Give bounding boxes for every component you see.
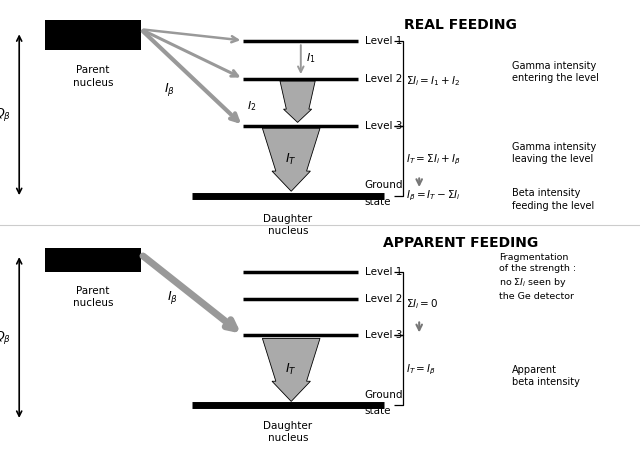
Text: Ground: Ground — [365, 180, 403, 190]
Text: $\Sigma I_i = 0$: $\Sigma I_i = 0$ — [406, 297, 439, 310]
Text: Daughter
nucleus: Daughter nucleus — [264, 214, 312, 236]
Text: Parent
nucleus: Parent nucleus — [72, 65, 113, 88]
Text: Level 2: Level 2 — [365, 74, 402, 84]
Polygon shape — [280, 81, 316, 122]
Text: Beta intensity
feeding the level: Beta intensity feeding the level — [512, 188, 595, 211]
Text: $I_T = \Sigma I_i + I_\beta$: $I_T = \Sigma I_i + I_\beta$ — [406, 153, 461, 167]
Text: $I_1$: $I_1$ — [306, 52, 316, 65]
Text: $Q_\beta$: $Q_\beta$ — [0, 106, 12, 123]
Text: state: state — [365, 197, 391, 207]
Text: Ground: Ground — [365, 390, 403, 400]
Text: $I_\beta$: $I_\beta$ — [167, 288, 179, 306]
Text: $I_\beta$: $I_\beta$ — [164, 81, 175, 99]
Text: $I_2$: $I_2$ — [246, 99, 256, 112]
Text: Level 2: Level 2 — [365, 294, 402, 304]
Text: Apparent
beta intensity: Apparent beta intensity — [512, 364, 580, 387]
Text: Level 3: Level 3 — [365, 330, 402, 340]
Text: $I_T$: $I_T$ — [285, 362, 297, 378]
Text: Fragmentation
of the strength :
no $\Sigma I_i$ seen by
the Ge detector: Fragmentation of the strength : no $\Sig… — [499, 253, 577, 301]
Text: Parent
nucleus: Parent nucleus — [72, 286, 113, 308]
Text: Level 3: Level 3 — [365, 121, 402, 131]
Text: Level 1: Level 1 — [365, 267, 402, 277]
Text: $\Sigma I_i = I_1 + I_2$: $\Sigma I_i = I_1 + I_2$ — [406, 74, 461, 88]
Bar — [45, 20, 141, 50]
Text: $I_T$: $I_T$ — [285, 152, 297, 167]
Text: state: state — [365, 406, 391, 416]
Text: Gamma intensity
entering the level: Gamma intensity entering the level — [512, 61, 599, 83]
Text: REAL FEEDING: REAL FEEDING — [404, 18, 517, 32]
Text: $I_T = I_\beta$: $I_T = I_\beta$ — [406, 363, 436, 377]
Polygon shape — [262, 128, 320, 191]
Text: Gamma intensity
leaving the level: Gamma intensity leaving the level — [512, 142, 596, 164]
Text: $Q_\beta$: $Q_\beta$ — [0, 329, 12, 346]
Text: $I_\beta = I_T - \Sigma I_i$: $I_\beta = I_T - \Sigma I_i$ — [406, 189, 461, 203]
Text: Daughter
nucleus: Daughter nucleus — [264, 421, 312, 443]
Text: Level 1: Level 1 — [365, 36, 402, 45]
Bar — [45, 248, 141, 272]
Text: APPARENT FEEDING: APPARENT FEEDING — [383, 236, 538, 250]
Polygon shape — [262, 338, 320, 401]
